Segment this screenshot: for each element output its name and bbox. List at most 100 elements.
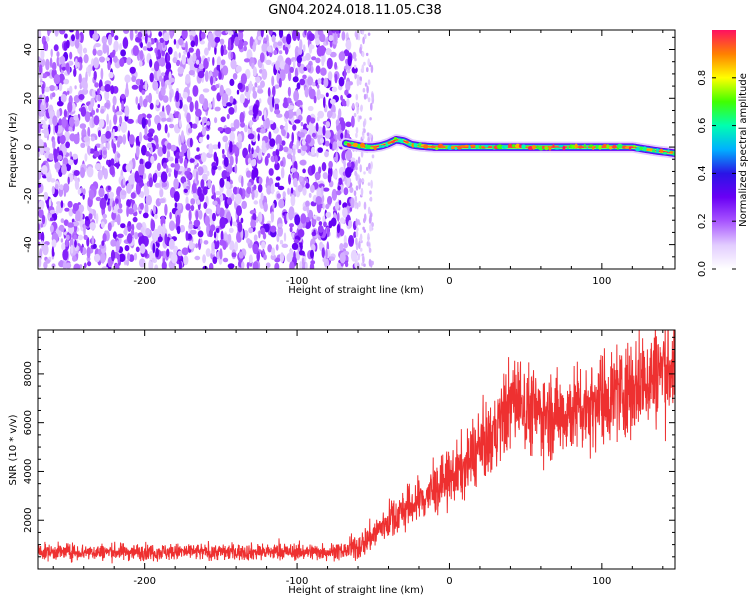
spectrogram-noise-cell (138, 163, 145, 176)
spectrogram-noise-cell (124, 245, 130, 252)
spectrogram-noise-cell (274, 182, 279, 187)
spectrogram-noise-cell (232, 221, 238, 227)
spectrogram-noise-cell (149, 72, 154, 83)
spectrogram-noise-cell (75, 30, 80, 41)
spectrogram-noise-cell (43, 191, 49, 201)
spectrogram-noise-cell (185, 41, 188, 53)
spectrogram-noise-cell (91, 89, 96, 99)
spectrogram-noise-cell (219, 239, 225, 246)
spectrogram-noise-cell (349, 238, 353, 243)
spectrogram-noise-cell (57, 230, 62, 238)
spectrogram-noise-cell (92, 243, 97, 249)
spectrogram-noise-cell (294, 214, 301, 226)
spectrogram-noise-cell (110, 85, 115, 95)
spectrogram-noise-cell (51, 263, 56, 268)
spectrogram-carrier-cell (508, 143, 513, 148)
spectrogram-noise-cell (326, 226, 330, 237)
spectrogram-noise-cell (148, 177, 153, 188)
spectrogram-noise-cell (198, 63, 205, 70)
spectrogram-noise-cell (261, 140, 266, 150)
spectrogram-noise-cell (343, 49, 350, 57)
spectrogram-noise-cell (362, 226, 365, 231)
spectrogram-noise-cell (113, 205, 119, 211)
spectrogram-noise-cell (213, 231, 217, 239)
spectrogram-noise-cell (58, 82, 63, 92)
spectrogram-noise-cell (145, 151, 150, 157)
spectrogram-noise-cell (223, 233, 228, 241)
spectrogram-carrier-cell (521, 144, 526, 149)
spectrogram-noise-cell (150, 155, 155, 164)
spectrogram-y-tick-label: 0 (23, 144, 34, 150)
spectrogram-noise-cell (235, 65, 242, 73)
spectrogram-noise-cell (97, 104, 101, 108)
spectrogram-noise-cell (174, 126, 179, 131)
spectrogram-noise-cell (352, 102, 355, 109)
spectrogram-carrier-cell (411, 143, 415, 148)
spectrogram-noise-cell (43, 147, 51, 152)
spectrogram-noise-cell (339, 252, 346, 264)
spectrogram-noise-cell (193, 219, 201, 227)
spectrogram-noise-cell (193, 193, 198, 199)
spectrogram-noise-cell (292, 30, 298, 42)
spectrogram-noise-cell (177, 250, 183, 257)
spectrogram-noise-cell (302, 206, 308, 212)
spectrogram-noise-cell (197, 199, 201, 205)
spectrogram-noise-cell (299, 159, 307, 166)
spectrogram-noise-cell (270, 211, 275, 223)
spectrogram-noise-cell (59, 134, 66, 145)
spectrogram-noise-cell (343, 159, 346, 169)
spectrogram-noise-cell (304, 261, 308, 269)
spectrogram-carrier-cell (606, 144, 610, 149)
spectrogram-noise-cell (371, 260, 374, 266)
spectrogram-noise-cell (328, 35, 334, 42)
spectrogram-noise-cell (315, 57, 321, 64)
spectrogram-noise-cell (291, 132, 295, 144)
colorbar-ticks: 0.0 0.2 0.4 0.6 0.8 (697, 70, 736, 277)
spectrogram-noise-cell (190, 229, 197, 235)
spectrogram-noise-cell (202, 173, 208, 182)
spectrogram-noise-cell (116, 213, 121, 226)
spectrogram-noise-cell (289, 66, 294, 73)
spectrogram-noise-cell (301, 257, 305, 265)
spectrogram-noise-cell (249, 36, 254, 47)
spectrogram-noise-cell (356, 77, 360, 87)
spectrogram-noise-cell (77, 234, 83, 241)
spectrogram-noise-cell (175, 90, 180, 103)
spectrogram-noise-cell (60, 218, 65, 224)
spectrogram-noise-cell (252, 243, 259, 255)
spectrogram-noise-cell (196, 147, 200, 152)
spectrogram-noise-cell (69, 151, 73, 158)
spectrogram-noise-cell (257, 184, 263, 193)
spectrogram-noise-cell (313, 95, 317, 104)
spectrogram-noise-cell (248, 254, 253, 264)
spectrogram-noise-cell (207, 179, 212, 189)
spectrogram-noise-cell (260, 192, 264, 201)
spectrogram-noise-cell (225, 181, 231, 190)
spectrogram-noise-cell (240, 73, 247, 85)
spectrogram-noise-cell (188, 69, 195, 76)
spectrogram-noise-cell (353, 231, 357, 238)
spectrogram-noise-cell (54, 30, 58, 35)
spectrogram-noise-cell (208, 102, 212, 110)
spectrogram-carrier-cell (592, 145, 595, 150)
spectrogram-carrier-cell (479, 145, 482, 149)
spectrogram-noise-cell (169, 211, 172, 220)
spectrogram-noise-cell (293, 239, 300, 244)
spectrogram-noise-cell (317, 225, 324, 233)
spectrogram-noise-cell (243, 58, 251, 63)
spectrogram-noise-cell (321, 56, 325, 67)
spectrogram-noise-cell (261, 43, 268, 53)
spectrogram-noise-cell (73, 234, 77, 240)
spectrogram-carrier-cell (393, 137, 398, 140)
spectrogram-noise-cell (190, 204, 195, 212)
spectrogram-noise-cell (187, 51, 191, 59)
spectrogram-noise-cell (134, 232, 139, 240)
spectrogram-noise-cell (371, 92, 375, 101)
spectrogram-noise-cell (62, 248, 69, 261)
spectrogram-noise-cell (170, 163, 176, 168)
spectrogram-noise-cell (166, 104, 170, 116)
spectrogram-noise-cell (61, 66, 66, 71)
spectrogram-carrier-cell (651, 149, 656, 153)
snr-x-tick-label: 0 (446, 576, 452, 587)
spectrogram-noise-cell (186, 147, 191, 160)
